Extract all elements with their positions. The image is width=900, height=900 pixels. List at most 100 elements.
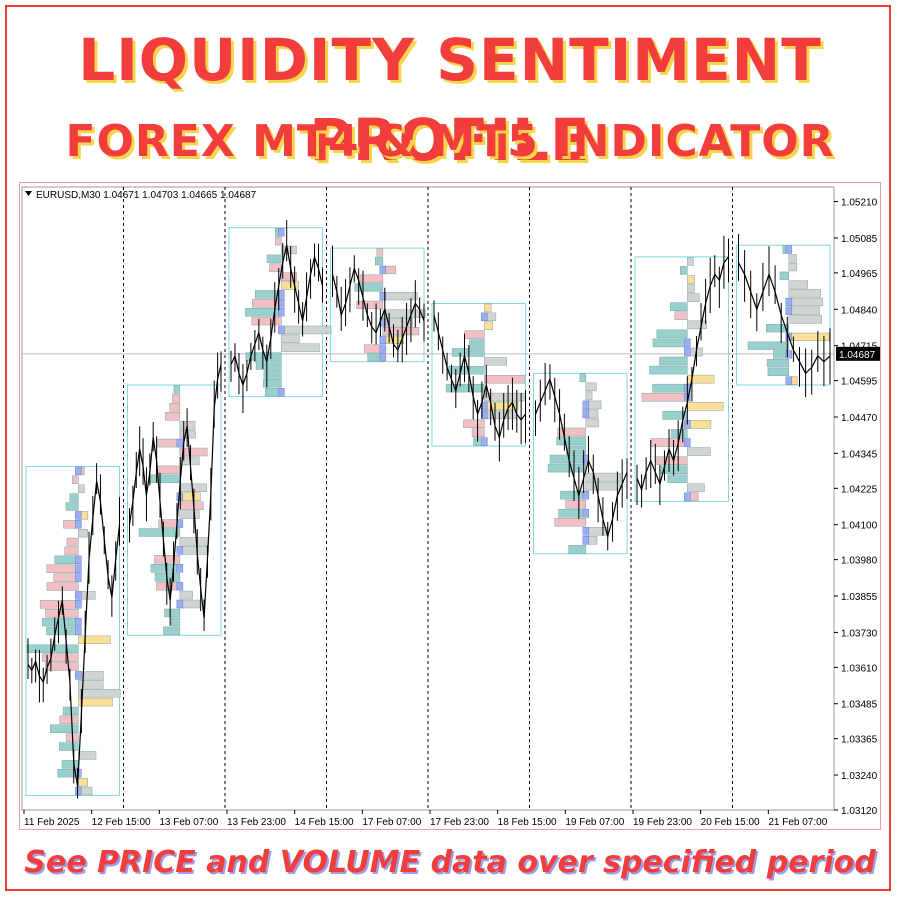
volume-profile-bar [445, 383, 485, 393]
volume-profile-bar [660, 465, 688, 474]
volume-profile-bar [565, 499, 587, 509]
volume-profile-bar [560, 490, 587, 500]
volume-profile-bar [263, 370, 282, 379]
volume-profile-bar [251, 316, 282, 326]
session-profile-box [736, 244, 831, 386]
volume-profile-bar [179, 546, 209, 555]
volume-profile-bar [69, 493, 79, 502]
volume-profile-bar [687, 275, 695, 284]
volume-profile-bar [46, 564, 79, 573]
volume-profile-bar [585, 382, 597, 392]
session-profile-box [431, 302, 526, 447]
dominant-volume-bar [278, 325, 285, 335]
volume-profile-bar [164, 608, 181, 618]
volume-profile-bar [687, 447, 711, 456]
dominant-volume-bar [481, 401, 488, 411]
volume-profile-bar [557, 427, 587, 437]
dominant-volume-bar [75, 564, 82, 573]
volume-profile-bar [554, 517, 587, 527]
dropdown-triangle-icon [25, 191, 32, 196]
price-line [534, 377, 628, 539]
volume-profile-bar [669, 302, 688, 311]
instrument-info: EURUSD,M30 1.04671 1.04703 1.04665 1.046… [36, 190, 257, 201]
volume-profile-bar [687, 402, 724, 411]
volume-profile-bar [78, 751, 97, 760]
dominant-volume-bar [176, 599, 184, 609]
x-tick-label: 14 Feb 15:00 [295, 817, 354, 828]
volume-profile-bar [64, 546, 79, 556]
volume-profile-bar [281, 334, 300, 344]
volume-profile-bar [173, 385, 181, 394]
price-line [433, 314, 526, 440]
volume-profile-bar [266, 254, 282, 264]
x-tick-label: 19 Feb 07:00 [565, 817, 624, 828]
dominant-volume-bar [75, 617, 82, 627]
current-price-label: 1.04687 [839, 350, 876, 361]
y-tick-label: 1.03610 [841, 663, 878, 674]
session-profile-box [228, 227, 323, 398]
volume-profile-bar [547, 463, 587, 473]
volume-profile-bar [46, 626, 79, 636]
volume-profile-bar [66, 537, 79, 547]
volume-profile-bar [659, 356, 688, 366]
dominant-volume-bar [582, 400, 590, 410]
volume-profile-bar [65, 502, 79, 511]
volume-profile-bar [579, 373, 587, 383]
volume-profile-bar [687, 320, 707, 330]
volume-profile-bar [61, 760, 79, 769]
volume-profile-bar [446, 366, 485, 375]
y-tick-label: 1.04345 [841, 449, 878, 460]
dominant-volume-bar [481, 410, 488, 420]
volume-profile-bar [255, 361, 282, 370]
price-line [737, 262, 831, 375]
y-tick-label: 1.03120 [841, 806, 878, 817]
volume-profile-bar [39, 600, 79, 609]
dominant-volume-bar [379, 335, 387, 344]
y-tick-label: 1.03730 [841, 628, 878, 639]
y-tick-label: 1.03855 [841, 592, 878, 603]
volume-profile-bar [652, 338, 688, 348]
volume-profile-bar [281, 325, 332, 335]
dominant-volume-bar [684, 492, 691, 502]
volume-profile-bar [382, 292, 418, 301]
price-chart[interactable]: 1.052101.050851.049651.048401.047151.045… [19, 182, 881, 830]
x-tick-label: 19 Feb 23:00 [633, 817, 692, 828]
volume-profile-bar [766, 359, 790, 368]
x-tick-label: 13 Feb 07:00 [159, 817, 218, 828]
volume-profile-bar [42, 617, 79, 627]
volume-profile-bar [451, 348, 485, 357]
volume-profile-bar [42, 653, 79, 662]
volume-profile-bar [656, 329, 688, 339]
volume-profile-bar [747, 341, 790, 350]
dominant-volume-bar [379, 265, 387, 275]
volume-profile-bar [788, 297, 824, 307]
x-tick-label: 17 Feb 07:00 [362, 817, 421, 828]
volume-profile-bar [179, 447, 208, 457]
dominant-volume-bar [75, 555, 82, 565]
volume-profile-bar [767, 367, 790, 376]
price-line [230, 245, 324, 387]
volume-profile-bar [53, 573, 79, 582]
x-tick-label: 20 Feb 15:00 [701, 817, 760, 828]
volume-profile-bar [356, 300, 384, 310]
volume-profile-bar [484, 303, 492, 313]
volume-profile-bar [157, 438, 181, 448]
volume-profile-bar [463, 419, 485, 429]
volume-profile-bar [59, 715, 79, 725]
dominant-volume-bar [684, 347, 691, 357]
dominant-volume-bar [785, 350, 793, 359]
dominant-volume-bar [176, 438, 184, 448]
volume-profile-bar [179, 483, 207, 493]
volume-profile-bar [788, 254, 797, 263]
y-tick-label: 1.05210 [841, 198, 878, 209]
volume-profile-bar [59, 742, 79, 751]
y-tick-label: 1.03240 [841, 771, 878, 782]
tagline: See PRICE and VOLUME data over specified… [24, 845, 876, 880]
headline-title: LIQUIDITY SENTIMENT PROFILE [78, 26, 822, 174]
volume-profile-bar [674, 311, 688, 321]
current-price-tag [836, 346, 880, 361]
volume-profile-bar [788, 262, 798, 272]
y-tick-label: 1.04840 [841, 305, 878, 316]
y-tick-label: 1.03980 [841, 556, 878, 567]
volume-profile-bar [172, 394, 181, 403]
